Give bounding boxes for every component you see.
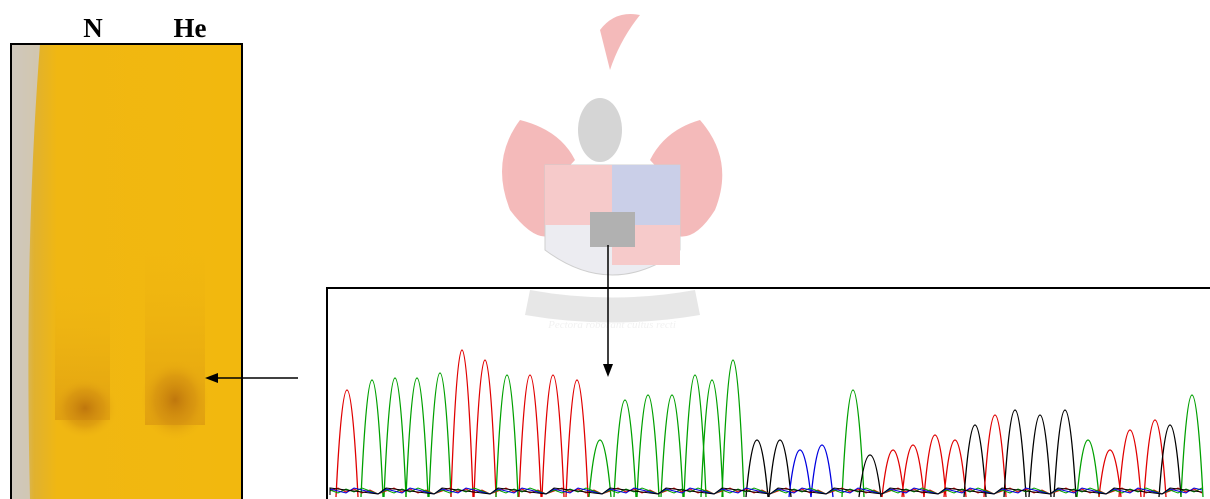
trace-peak (1159, 425, 1181, 497)
trace-peak (336, 390, 358, 497)
trace-peak (406, 378, 428, 497)
trace-peak (614, 400, 636, 497)
watermark-motto: Pectora roborant cultus recti (547, 319, 676, 331)
lane-label: N (83, 13, 103, 43)
trace-peak (361, 380, 383, 497)
page: {"gel": {"lanes": ["N", "He"]}, "waterma… (0, 0, 1210, 499)
chromatogram (327, 287, 1210, 499)
trace-peak (1054, 410, 1076, 497)
trace-peak (684, 375, 706, 497)
trace-peak (496, 375, 518, 497)
trace-peak (519, 375, 541, 497)
gel-image (11, 44, 242, 499)
trace-peak (722, 360, 744, 497)
lane-label: He (174, 13, 207, 43)
trace-peak (1119, 430, 1141, 497)
trace-peak (566, 380, 588, 497)
trace-peak (1029, 415, 1051, 497)
trace-peak (637, 395, 659, 497)
trace-peak (542, 375, 564, 497)
trace-peak (474, 360, 496, 497)
trace-peak (964, 425, 986, 497)
trace-peak (1004, 410, 1026, 497)
trace-peak (384, 378, 406, 497)
trace-peak (451, 350, 473, 497)
trace-peak (701, 380, 723, 497)
trace-peak (429, 373, 451, 497)
trace-peak (661, 395, 683, 497)
trace-peak (924, 435, 946, 497)
figure: N He Pectora roborant cultus recti (0, 0, 1210, 499)
watermark-crest: Pectora roborant cultus recti (502, 14, 722, 331)
trace-peak (589, 440, 611, 497)
trace-peak (1181, 395, 1203, 497)
trace-peak (984, 415, 1006, 497)
